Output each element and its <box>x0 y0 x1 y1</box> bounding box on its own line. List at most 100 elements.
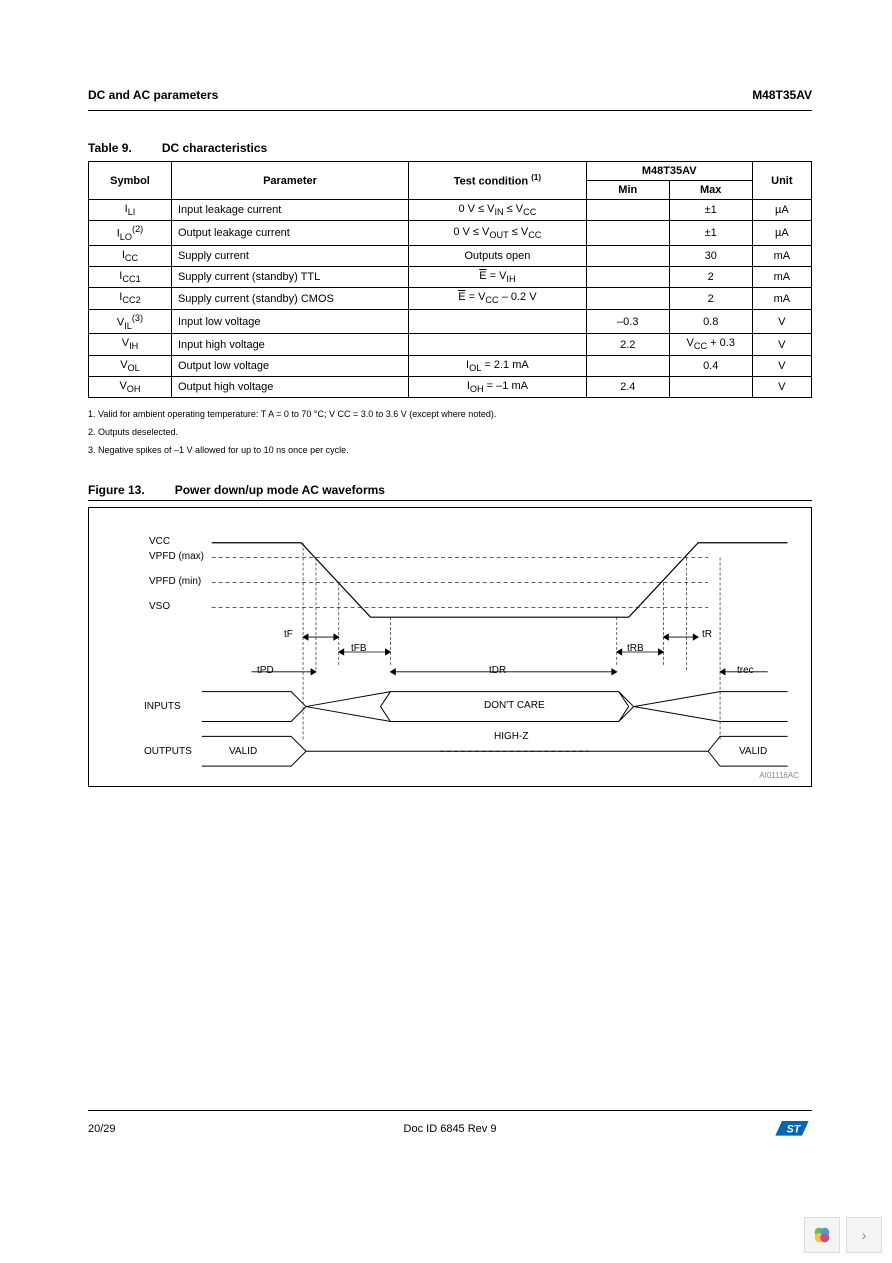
cell-min: 2.4 <box>586 376 669 397</box>
table-header-row-1: Symbol Parameter Test condition (1) M48T… <box>89 162 812 181</box>
lbl-tf: tF <box>284 629 293 640</box>
next-page-button[interactable]: › <box>846 1217 882 1253</box>
table-row: ICC2Supply current (standby) CMOSE = VCC… <box>89 288 812 309</box>
cell-condition: 0 V ≤ VOUT ≤ VCC <box>409 221 587 246</box>
table-row: ILIInput leakage current0 V ≤ VIN ≤ VCC ±… <box>89 200 812 221</box>
cell-symbol: ICC1 <box>89 267 172 288</box>
lbl-vcc: VCC <box>149 536 170 547</box>
th-unit: Unit <box>752 162 811 200</box>
cell-parameter: Output high voltage <box>171 376 408 397</box>
cell-max: 0.8 <box>669 309 752 334</box>
lbl-valid1: VALID <box>229 746 257 757</box>
header-left: DC and AC parameters <box>88 88 218 102</box>
cell-parameter: Output leakage current <box>171 221 408 246</box>
cell-symbol: VOL <box>89 355 172 376</box>
table9-title: DC characteristics <box>162 141 267 155</box>
lbl-highz: HIGH-Z <box>494 731 528 742</box>
lbl-valid2: VALID <box>739 746 767 757</box>
cell-unit: V <box>752 309 811 334</box>
figure13-caption: Figure 13. Power down/up mode AC wavefor… <box>88 483 812 501</box>
cell-unit: V <box>752 376 811 397</box>
table-row: VOHOutput high voltageIOH = –1 mA2.4 V <box>89 376 812 397</box>
flower-icon[interactable] <box>804 1217 840 1253</box>
cell-symbol: VOH <box>89 376 172 397</box>
footnote-2: 2. Outputs deselected. <box>88 424 812 440</box>
cell-parameter: Input leakage current <box>171 200 408 221</box>
cell-max: 0.4 <box>669 355 752 376</box>
cell-symbol: ILO(2) <box>89 221 172 246</box>
cell-condition: IOH = –1 mA <box>409 376 587 397</box>
table-row: ILO(2)Output leakage current0 V ≤ VOUT ≤… <box>89 221 812 246</box>
cell-parameter: Supply current (standby) TTL <box>171 267 408 288</box>
lbl-tr: tR <box>702 629 712 640</box>
table-row: VIHInput high voltage2.2VCC + 0.3V <box>89 334 812 355</box>
th-max: Max <box>669 181 752 200</box>
th-device: M48T35AV <box>586 162 752 181</box>
cell-unit: mA <box>752 288 811 309</box>
cell-unit: V <box>752 355 811 376</box>
cell-symbol: VIL(3) <box>89 309 172 334</box>
header-right: M48T35AV <box>752 88 812 102</box>
cell-parameter: Supply current (standby) CMOS <box>171 288 408 309</box>
table-row: VOLOutput low voltageIOL = 2.1 mA 0.4V <box>89 355 812 376</box>
lbl-inputs: INPUTS <box>144 701 181 712</box>
cell-condition: E = VCC – 0.2 V <box>409 288 587 309</box>
footnotes: 1. Valid for ambient operating temperatu… <box>88 406 812 459</box>
lbl-dontcare: DON'T CARE <box>484 700 545 711</box>
cell-max: 2 <box>669 267 752 288</box>
cell-condition: E = VIH <box>409 267 587 288</box>
cell-min <box>586 288 669 309</box>
footnote-1: 1. Valid for ambient operating temperatu… <box>88 406 812 422</box>
cell-symbol: ICC <box>89 246 172 267</box>
lbl-trb: tRB <box>627 643 644 654</box>
cell-parameter: Input low voltage <box>171 309 408 334</box>
cell-min <box>586 267 669 288</box>
cell-condition: IOL = 2.1 mA <box>409 355 587 376</box>
cell-max <box>669 376 752 397</box>
figure13-label: Figure 13. <box>88 483 145 497</box>
lbl-tdr: tDR <box>489 665 506 676</box>
lbl-tfb: tFB <box>351 643 367 654</box>
table-row: ICC1Supply current (standby) TTLE = VIH 2… <box>89 267 812 288</box>
figure13-diagram: VCC VPFD (max) VPFD (min) VSO tF tFB tRB… <box>88 507 812 787</box>
table-row: ICCSupply currentOutputs open30mA <box>89 246 812 267</box>
cell-unit: mA <box>752 246 811 267</box>
cell-symbol: ILI <box>89 200 172 221</box>
lbl-vpfd-max: VPFD (max) <box>149 551 204 562</box>
table9-caption: Table 9. DC characteristics <box>88 141 812 155</box>
cell-symbol: ICC2 <box>89 288 172 309</box>
footnote-3: 3. Negative spikes of –1 V allowed for u… <box>88 442 812 458</box>
cell-condition <box>409 309 587 334</box>
cell-unit: µA <box>752 221 811 246</box>
cell-max: 30 <box>669 246 752 267</box>
lbl-vso: VSO <box>149 601 170 612</box>
cell-condition: 0 V ≤ VIN ≤ VCC <box>409 200 587 221</box>
cell-max: ±1 <box>669 200 752 221</box>
cell-parameter: Output low voltage <box>171 355 408 376</box>
cell-max: ±1 <box>669 221 752 246</box>
lbl-ref: AI01116AC <box>759 771 799 780</box>
waveform-svg <box>89 508 811 786</box>
table9-label: Table 9. <box>88 141 132 155</box>
chevron-right-icon: › <box>862 1227 867 1243</box>
table-row: VIL(3)Input low voltage–0.30.8V <box>89 309 812 334</box>
page-footer: 20/29 Doc ID 6845 Rev 9 ST <box>88 1110 812 1143</box>
cell-max: VCC + 0.3 <box>669 334 752 355</box>
dc-characteristics-table: Symbol Parameter Test condition (1) M48T… <box>88 161 812 398</box>
cell-unit: µA <box>752 200 811 221</box>
doc-id: Doc ID 6845 Rev 9 <box>404 1123 497 1135</box>
cell-max: 2 <box>669 288 752 309</box>
cell-unit: mA <box>752 267 811 288</box>
svg-text:ST: ST <box>787 1123 802 1135</box>
viewer-controls: › <box>804 1217 882 1253</box>
page-number: 20/29 <box>88 1123 116 1135</box>
cell-min <box>586 355 669 376</box>
cell-condition <box>409 334 587 355</box>
cell-parameter: Supply current <box>171 246 408 267</box>
st-logo-icon: ST <box>772 1115 812 1143</box>
th-min: Min <box>586 181 669 200</box>
th-parameter: Parameter <box>171 162 408 200</box>
th-test-condition: Test condition (1) <box>409 162 587 200</box>
cell-min <box>586 221 669 246</box>
lbl-tpd: tPD <box>257 665 274 676</box>
